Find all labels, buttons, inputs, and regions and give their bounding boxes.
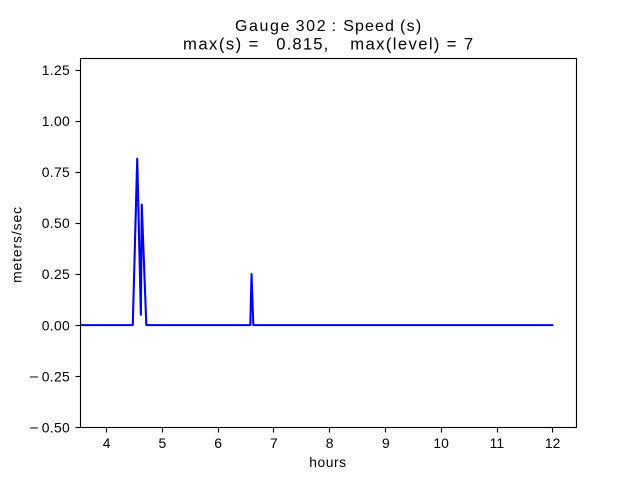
svg-text:8: 8 bbox=[326, 435, 334, 451]
svg-text:12: 12 bbox=[545, 435, 561, 451]
svg-text:(s): (s) bbox=[400, 18, 423, 35]
svg-text:meters/sec: meters/sec bbox=[9, 206, 25, 283]
svg-text:0.50: 0.50 bbox=[42, 419, 70, 435]
svg-text:5: 5 bbox=[158, 435, 166, 451]
svg-text:max(level) = 7: max(level) = 7 bbox=[350, 34, 474, 53]
svg-text:9: 9 bbox=[382, 435, 390, 451]
svg-text:7: 7 bbox=[270, 435, 278, 451]
svg-text:302: 302 bbox=[296, 18, 328, 35]
svg-text:4: 4 bbox=[103, 435, 111, 451]
svg-text:0.00: 0.00 bbox=[42, 317, 70, 333]
svg-text:hours: hours bbox=[309, 454, 346, 470]
svg-text:1.25: 1.25 bbox=[42, 62, 70, 78]
svg-text:Gauge: Gauge bbox=[235, 18, 291, 35]
svg-text:Speed: Speed bbox=[343, 18, 395, 35]
svg-text:11: 11 bbox=[490, 435, 505, 451]
svg-text:max(s) =: max(s) = bbox=[183, 34, 260, 53]
svg-text:10: 10 bbox=[433, 435, 449, 451]
svg-text:0.25: 0.25 bbox=[42, 368, 70, 384]
svg-text:0.50: 0.50 bbox=[42, 215, 70, 231]
svg-text:1.00: 1.00 bbox=[42, 113, 70, 129]
svg-text:6: 6 bbox=[214, 435, 222, 451]
svg-text:0.25: 0.25 bbox=[42, 266, 70, 282]
svg-text:0.75: 0.75 bbox=[42, 164, 70, 180]
svg-text:−: − bbox=[29, 368, 39, 384]
svg-text:0.815,: 0.815, bbox=[276, 34, 329, 53]
svg-text:−: − bbox=[29, 419, 39, 435]
svg-text::: : bbox=[332, 18, 336, 35]
